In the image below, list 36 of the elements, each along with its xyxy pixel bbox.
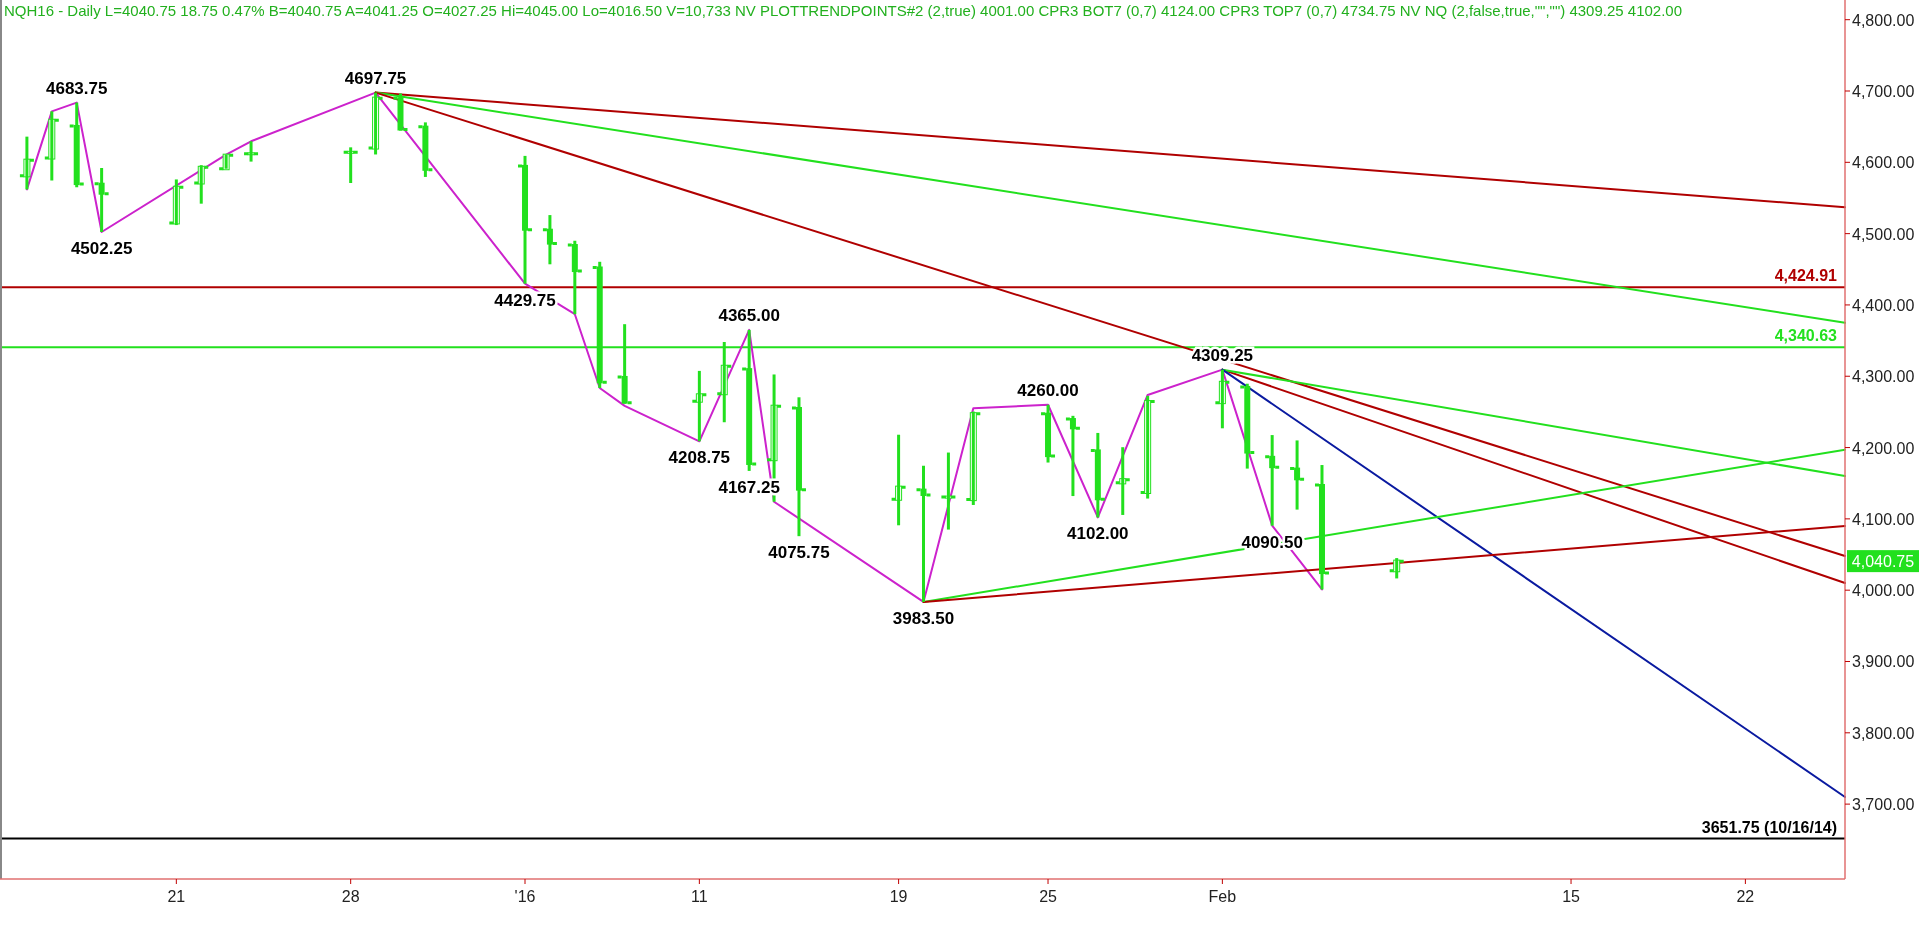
y-tick-label: 4,000.00 [1852, 582, 1915, 600]
text: 4,040.75 [1851, 553, 1915, 571]
y-tick-label: 3,800.00 [1852, 724, 1915, 742]
y-tick-label: 4,400.00 [1852, 296, 1915, 314]
y-tick-label: 4,300.00 [1852, 368, 1915, 386]
ref-line-label: 3651.75 (10/16/14) [1701, 818, 1837, 836]
x-tick-label: 28 [341, 888, 360, 905]
annotation: 4429.75 [494, 290, 556, 310]
annotation: 4075.75 [768, 543, 830, 563]
annotation: 4683.75 [45, 78, 108, 98]
annotation: 4365.00 [718, 305, 780, 325]
annotation: 4502.25 [70, 239, 133, 259]
annotation: 4208.75 [668, 448, 731, 468]
y-tick-label: 4,500.00 [1852, 225, 1915, 243]
x-tick-label: 11 [691, 888, 708, 905]
ref-line-label: 4,340.63 [1774, 327, 1838, 345]
x-tick-label: '16 [514, 888, 536, 905]
y-tick-label: 4,600.00 [1852, 154, 1915, 172]
y-tick-label: 4,100.00 [1852, 510, 1915, 528]
x-tick-label: 15 [1562, 888, 1581, 905]
y-tick-label: 4,700.00 [1852, 83, 1915, 100]
x-tick-label: 22 [1736, 888, 1755, 905]
annotation: 4697.75 [344, 68, 407, 88]
annotation: 4102.00 [1067, 524, 1129, 544]
annotation: 4260.00 [1017, 380, 1079, 400]
x-tick-label: 25 [1039, 888, 1058, 905]
y-tick-label: 3,900.00 [1852, 653, 1915, 671]
annotation: 3983.50 [892, 608, 955, 628]
chart-title: NQH16 - Daily L=4040.75 18.75 0.47% B=4040.75 A=4041.25 O=4027.25 Hi=4045.00 Lo=4016.50 V=10,733 NV PLOTTRENDPOINTS#2 (2,true) 4001.00 CPR3 BOT7 (0,7) 4124.00 CPR3 TOP7 (0,7) 4734.75 NV NQ (2,false,true,"","") 4309.25 4102.00 [4, 2, 1683, 19]
y-tick-label: 4,200.00 [1852, 439, 1915, 457]
x-tick-label: 19 [889, 888, 908, 905]
y-tick-label: 3,700.00 [1852, 796, 1915, 814]
ref-line-label: 4,424.91 [1774, 267, 1838, 285]
y-tick-label: 4,800.00 [1852, 11, 1915, 29]
x-tick-label: 21 [167, 888, 186, 905]
x-tick-label: Feb [1208, 888, 1237, 905]
